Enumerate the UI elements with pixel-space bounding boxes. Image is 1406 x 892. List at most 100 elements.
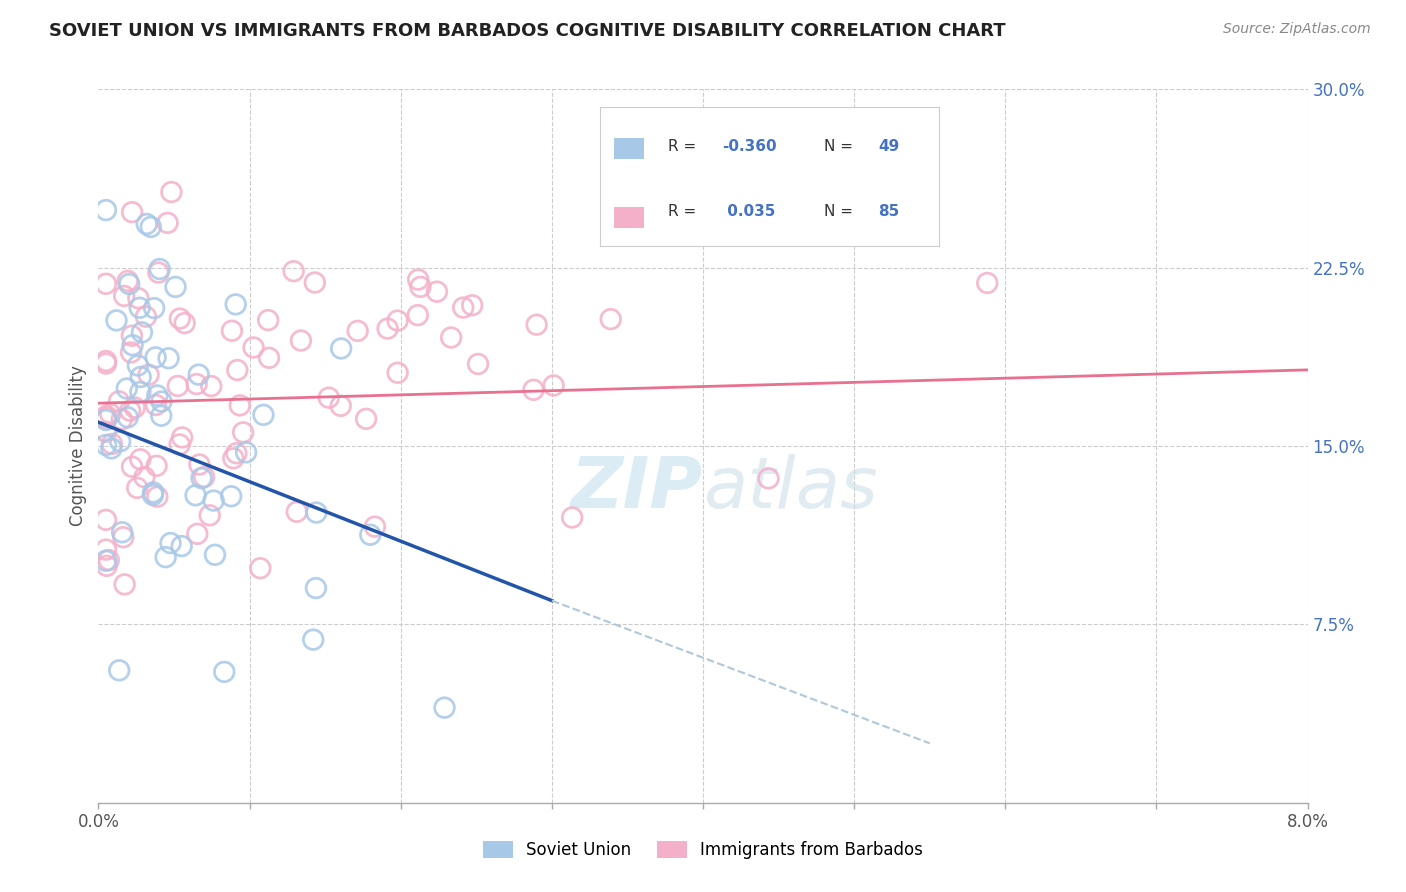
Point <box>561 510 583 524</box>
Point <box>406 308 429 322</box>
Point <box>433 700 456 714</box>
Point <box>226 363 249 377</box>
Point <box>117 274 139 288</box>
Point <box>467 357 489 371</box>
Point <box>451 301 474 315</box>
Point <box>219 489 242 503</box>
Point <box>112 530 135 544</box>
Point <box>94 554 117 568</box>
Point <box>302 632 325 647</box>
Point <box>146 388 169 402</box>
Point <box>112 289 135 303</box>
Point <box>543 378 565 392</box>
Point <box>127 481 149 495</box>
Point <box>143 301 166 315</box>
Point <box>94 203 117 218</box>
Point <box>204 548 226 562</box>
Point <box>198 508 221 523</box>
Point <box>235 445 257 459</box>
Point <box>377 321 399 335</box>
Point <box>120 403 142 417</box>
Point <box>148 266 170 280</box>
Point <box>387 313 409 327</box>
Point <box>304 276 326 290</box>
Point <box>145 351 167 365</box>
Text: ZIP: ZIP <box>571 454 703 524</box>
Point <box>249 561 271 575</box>
Point <box>118 277 141 291</box>
Point <box>142 485 165 500</box>
Point <box>108 663 131 677</box>
Point <box>129 452 152 467</box>
Point <box>97 553 120 567</box>
Point <box>131 326 153 340</box>
Point <box>128 301 150 315</box>
Point <box>409 280 432 294</box>
Point <box>252 408 274 422</box>
Point <box>187 368 209 382</box>
Point <box>186 526 208 541</box>
Point <box>225 297 247 311</box>
Point <box>976 276 998 290</box>
Point <box>127 291 149 305</box>
Point <box>156 216 179 230</box>
Point <box>169 311 191 326</box>
Point <box>603 210 626 224</box>
Point <box>225 446 247 460</box>
Point <box>150 394 173 409</box>
Point <box>305 506 328 520</box>
Point <box>108 434 131 449</box>
Point <box>305 581 328 595</box>
Point <box>142 488 165 502</box>
Point <box>127 359 149 373</box>
Point <box>426 285 449 299</box>
Point <box>440 330 463 344</box>
Point <box>283 264 305 278</box>
Y-axis label: Cognitive Disability: Cognitive Disability <box>69 366 87 526</box>
Point <box>526 318 548 332</box>
Point <box>329 399 352 413</box>
Point <box>121 459 143 474</box>
Point <box>222 451 245 466</box>
Point <box>257 313 280 327</box>
Point <box>94 542 117 557</box>
Point <box>94 413 117 427</box>
Point <box>330 342 353 356</box>
Point <box>193 470 215 484</box>
Point <box>121 338 143 352</box>
Point <box>94 438 117 452</box>
Point <box>145 458 167 473</box>
Point <box>94 411 117 425</box>
Point <box>124 401 146 415</box>
Point <box>599 312 621 326</box>
Point <box>170 430 193 444</box>
Point <box>117 410 139 425</box>
Point <box>170 539 193 553</box>
Point <box>150 409 173 423</box>
Point <box>145 398 167 412</box>
Point <box>242 341 264 355</box>
Point <box>359 528 381 542</box>
Text: SOVIET UNION VS IMMIGRANTS FROM BARBADOS COGNITIVE DISABILITY CORRELATION CHART: SOVIET UNION VS IMMIGRANTS FROM BARBADOS… <box>49 22 1005 40</box>
Legend: Soviet Union, Immigrants from Barbados: Soviet Union, Immigrants from Barbados <box>477 834 929 866</box>
Point <box>165 280 187 294</box>
Point <box>101 437 124 451</box>
Point <box>184 488 207 502</box>
Point <box>232 425 254 440</box>
Point <box>146 490 169 504</box>
Point <box>121 205 143 219</box>
Point <box>94 409 117 424</box>
Point <box>94 513 117 527</box>
Point <box>186 377 208 392</box>
Point <box>173 316 195 330</box>
Point <box>166 379 188 393</box>
Point <box>354 412 377 426</box>
Text: atlas: atlas <box>703 454 877 524</box>
Point <box>111 525 134 540</box>
Point <box>100 442 122 456</box>
Point <box>346 324 368 338</box>
Point <box>160 185 183 199</box>
Point <box>522 383 544 397</box>
Point <box>202 493 225 508</box>
Point <box>190 471 212 485</box>
